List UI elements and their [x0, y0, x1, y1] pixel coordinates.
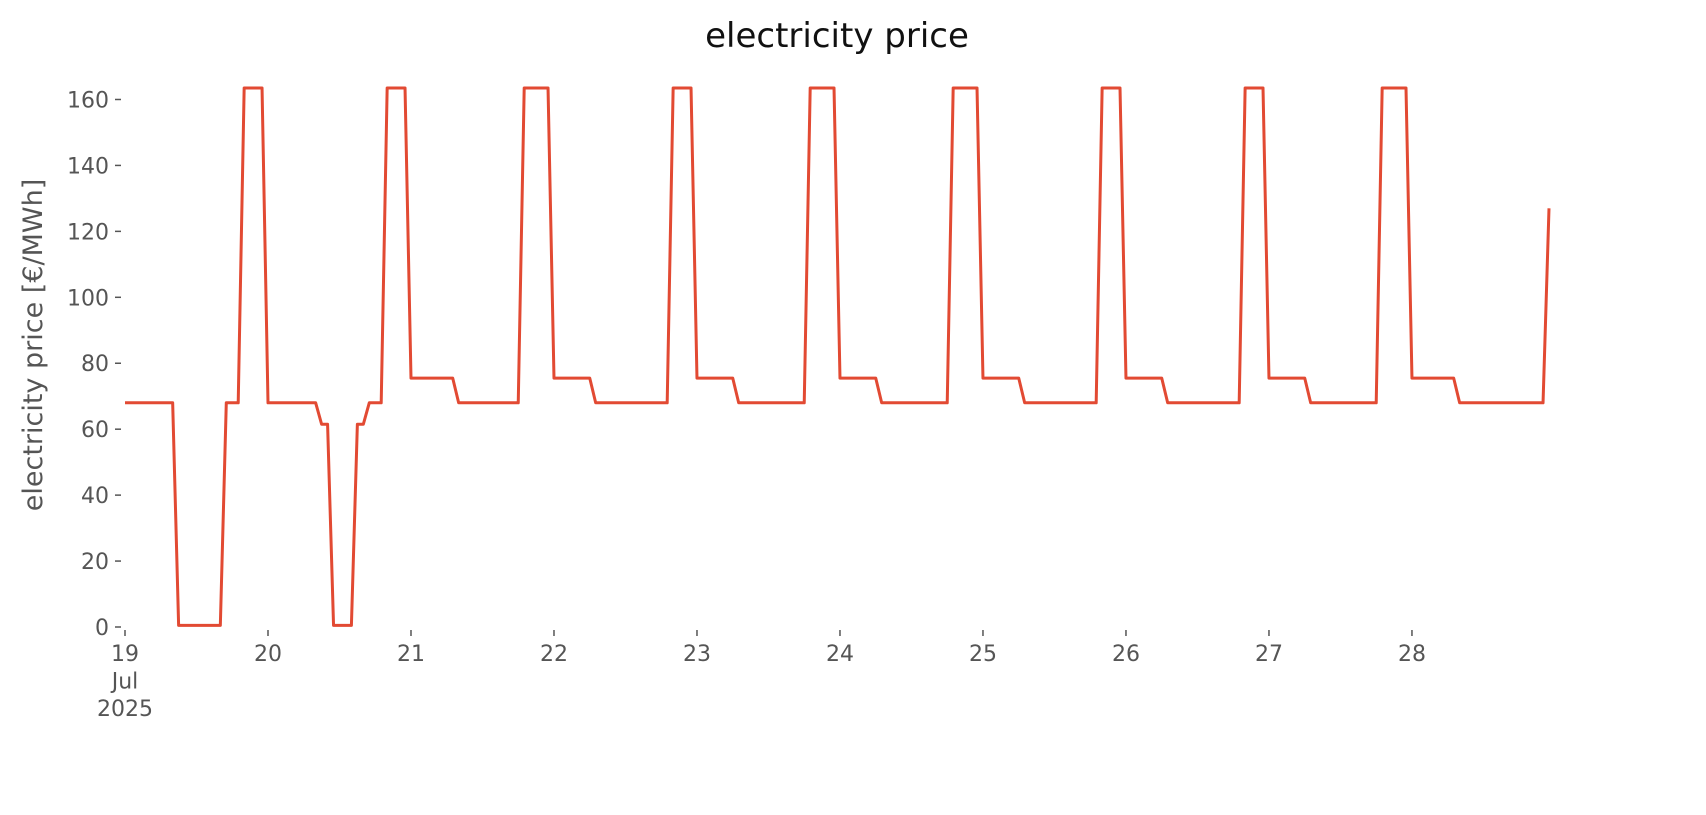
chart-title: electricity price [705, 16, 969, 56]
price-line [125, 86, 1551, 627]
x-tick-label: 26 [1112, 642, 1140, 667]
y-tick-label: 160 [67, 88, 109, 113]
y-tick-label: 60 [81, 418, 109, 443]
x-tick-label: 21 [397, 642, 425, 667]
x-tick-label: 25 [969, 642, 997, 667]
x-tick-label: 19 Jul 2025 [97, 642, 153, 722]
y-tick-label: 100 [67, 286, 109, 311]
x-tick-label: 24 [826, 642, 854, 667]
x-tick-label: 27 [1255, 642, 1283, 667]
x-tick-label: 20 [254, 642, 282, 667]
x-tick-label: 28 [1398, 642, 1426, 667]
y-tick-label: 40 [81, 484, 109, 509]
y-tick-label: 80 [81, 352, 109, 377]
y-tick-label: 140 [67, 154, 109, 179]
y-tick-label: 0 [95, 616, 109, 641]
y-tick-label: 120 [67, 220, 109, 245]
x-tick-label: 23 [683, 642, 711, 667]
y-axis-label: electricity price [€/MWh] [18, 179, 49, 511]
y-tick-label: 20 [81, 550, 109, 575]
x-tick-label: 22 [540, 642, 568, 667]
